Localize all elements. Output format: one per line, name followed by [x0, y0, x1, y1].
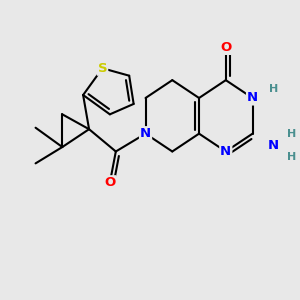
- Text: H: H: [269, 84, 278, 94]
- Text: H: H: [286, 129, 296, 139]
- Text: N: N: [220, 145, 231, 158]
- Text: N: N: [140, 127, 151, 140]
- Text: S: S: [98, 62, 107, 75]
- Text: N: N: [268, 139, 279, 152]
- Text: O: O: [220, 41, 231, 54]
- Text: N: N: [247, 92, 258, 104]
- Text: H: H: [286, 152, 296, 162]
- Text: O: O: [104, 176, 116, 189]
